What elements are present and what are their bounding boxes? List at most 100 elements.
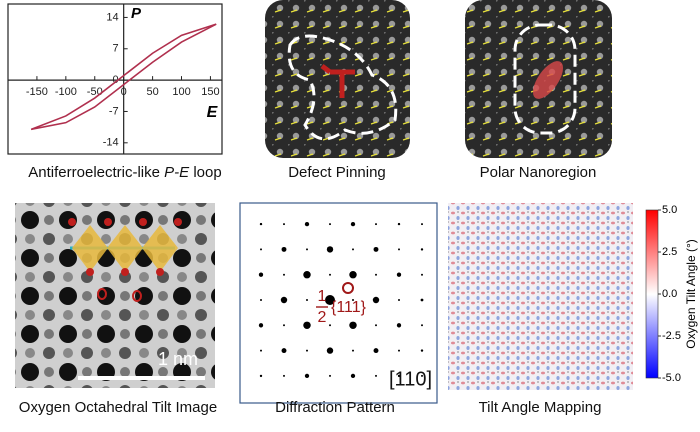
- diffraction-spot: [350, 221, 356, 227]
- diffraction-spot: [306, 299, 308, 301]
- diffraction-spot: [420, 349, 424, 352]
- diffraction-spot: [420, 248, 424, 251]
- spot-marker: [342, 282, 354, 294]
- diffraction-spot: [304, 373, 310, 379]
- diffraction-spot: [397, 222, 401, 226]
- y-tick-label: 7: [113, 43, 119, 55]
- defect-image: [265, 0, 410, 158]
- diffraction-spot: [283, 223, 285, 226]
- x-tick-label: 0: [121, 86, 127, 98]
- diffraction-spot: [280, 296, 288, 304]
- diffraction-spot: [283, 324, 285, 327]
- caption: Diffraction Pattern: [275, 399, 395, 416]
- x-tick-label: -100: [55, 86, 77, 98]
- diffraction-spot: [303, 270, 311, 279]
- colorbar-tick-label: 2.5: [662, 246, 677, 258]
- y-tick-label: 14: [106, 11, 118, 23]
- diffraction-spot: [352, 248, 354, 251]
- plot-frame: [7, 3, 223, 155]
- diffraction-spot: [421, 223, 423, 226]
- diffraction-spot: [329, 324, 331, 327]
- caption: Tilt Angle Mapping: [479, 399, 602, 416]
- diffraction-spot: [326, 246, 334, 253]
- x-tick-label: 50: [146, 86, 158, 98]
- caption-part: loop: [189, 164, 222, 181]
- colorbar: [645, 209, 659, 379]
- zone-axis-label: [110]: [389, 368, 432, 390]
- x-tick-label: -150: [26, 86, 48, 98]
- diffraction-spot: [283, 374, 285, 377]
- scale-bar-label: 1 nm: [158, 349, 198, 369]
- diffraction-spot: [281, 348, 287, 354]
- diffraction-spot: [421, 374, 423, 377]
- diffraction-spot: [303, 321, 311, 330]
- diffraction-spot: [258, 323, 264, 328]
- fraction-denominator: 2: [318, 309, 327, 326]
- x-tick-label: 100: [172, 86, 190, 98]
- colorbar-tick-label: -2.5: [662, 330, 681, 342]
- y-tick-label: 0: [113, 74, 119, 86]
- caption: Oxygen Octahedral Tilt Image: [19, 399, 217, 416]
- diffraction-spot: [326, 347, 334, 354]
- diffraction-spot: [420, 298, 424, 302]
- loop-branch: [30, 23, 217, 131]
- diffraction-spot: [329, 223, 331, 226]
- tilt-map: [448, 203, 633, 390]
- diffraction-spot: [281, 246, 287, 252]
- diffraction-spot: [352, 349, 354, 352]
- caption: Defect Pinning: [288, 164, 386, 181]
- loop-branch: [30, 23, 217, 131]
- diffraction-spot: [350, 373, 356, 379]
- y-tick-label: -14: [103, 137, 119, 149]
- x-tick-label: -50: [87, 86, 103, 98]
- diffraction-spot: [398, 299, 400, 301]
- diffraction-spot: [421, 273, 423, 276]
- x-axis-label: E: [207, 104, 219, 121]
- x-tick-label: 150: [201, 86, 219, 98]
- diffraction-spot: [306, 349, 308, 352]
- y-tick-label: -7: [109, 105, 119, 117]
- diffraction-spot: [397, 374, 401, 378]
- diffraction-spot: [373, 348, 379, 354]
- diffraction-spot: [372, 296, 380, 304]
- diffraction-spot: [398, 349, 400, 352]
- diffraction-spot: [260, 299, 262, 301]
- caption: Antiferroelectric-like P-E loop: [28, 164, 221, 181]
- diffraction-spot: [349, 321, 357, 330]
- caption-part: P-E: [164, 164, 190, 181]
- colorbar-tick-label: -5.0: [662, 372, 681, 384]
- y-axis-label: P: [131, 5, 142, 22]
- fraction-numerator: 1: [318, 288, 327, 305]
- diffraction-spot: [283, 273, 285, 276]
- tilt-image: 1 nm: [15, 203, 215, 388]
- caption-part: Antiferroelectric-like: [28, 164, 164, 181]
- diffraction-spot: [329, 273, 331, 276]
- diffraction-spot: [259, 374, 263, 378]
- diffraction-spot: [260, 248, 262, 251]
- diffraction-spot: [396, 272, 402, 277]
- colorbar-tick-label: 0.0: [662, 288, 677, 300]
- family-label: {111}: [331, 299, 367, 316]
- diffraction-spot: [259, 222, 263, 226]
- caption: Polar Nanoregion: [480, 164, 597, 181]
- colorbar-ticks: 5.0 2.5 0.0 -2.5 -5.0: [658, 204, 681, 384]
- diffraction-spot: [306, 248, 308, 251]
- diffraction-spot: [260, 349, 262, 352]
- diffraction-spot: [325, 295, 335, 305]
- diffraction-spot: [258, 272, 264, 277]
- colorbar-tick-label: 5.0: [662, 204, 677, 216]
- polar-image: [465, 0, 612, 158]
- diffraction-spot: [375, 374, 377, 377]
- diffraction-spot: [329, 374, 331, 377]
- diffraction-spot: [349, 270, 357, 279]
- diffraction-spot: [304, 221, 310, 227]
- diffraction-spot: [375, 223, 377, 226]
- diffraction-spot: [398, 248, 400, 251]
- diffraction-spot: [375, 324, 377, 327]
- colorbar-label: Oxygen Tilt Angle (°): [684, 239, 698, 349]
- diffraction-spot: [375, 273, 377, 276]
- diffraction-spot: [373, 246, 379, 252]
- diffraction-spot: [421, 324, 423, 327]
- diffraction-spot: [396, 323, 402, 328]
